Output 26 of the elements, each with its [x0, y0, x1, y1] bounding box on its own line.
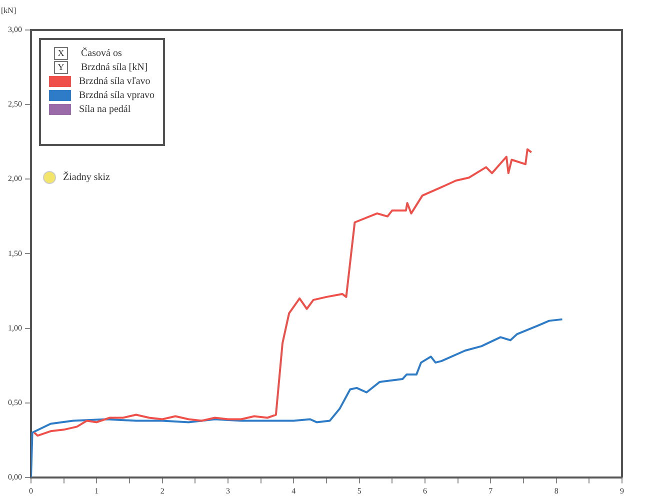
x-tick-label: 4	[292, 486, 296, 496]
legend-label: Brzdná síla vľavo	[79, 76, 150, 86]
y-tick-label: 3,00	[8, 25, 22, 34]
x-tick-label: 5	[357, 486, 362, 496]
x-tick-label: 1	[94, 486, 99, 496]
y-tick-label: 0,00	[8, 472, 22, 482]
y-tick-label: 2,50	[8, 100, 22, 109]
x-tick-label: 2	[160, 486, 164, 496]
x-tick-label: 6	[423, 486, 427, 496]
x-tick-label: 3	[226, 486, 230, 496]
x-axis-title: Časová os	[81, 48, 122, 58]
legend-label: Brzdná síla vpravo	[79, 90, 155, 100]
x-tick-label: 7	[488, 486, 493, 496]
y-tick-label: 1,50	[8, 248, 22, 258]
x-tick-label: 8	[554, 486, 558, 496]
text: [kN]	[1, 6, 16, 15]
x-tick-label: 9	[620, 486, 624, 496]
y-axis-title: Brzdná síla [kN]	[81, 62, 148, 72]
annotation: Žiadny skiz	[63, 172, 110, 184]
x-tick-label: 0	[29, 486, 33, 496]
annotation: X	[54, 46, 68, 60]
annotation: Y	[54, 60, 68, 74]
y-tick-label: 1,00	[8, 323, 22, 332]
y-tick-label: 2,00	[8, 174, 22, 184]
y-tick-label: 0,50	[8, 398, 22, 407]
legend-label: Síla na pedál	[79, 104, 131, 114]
